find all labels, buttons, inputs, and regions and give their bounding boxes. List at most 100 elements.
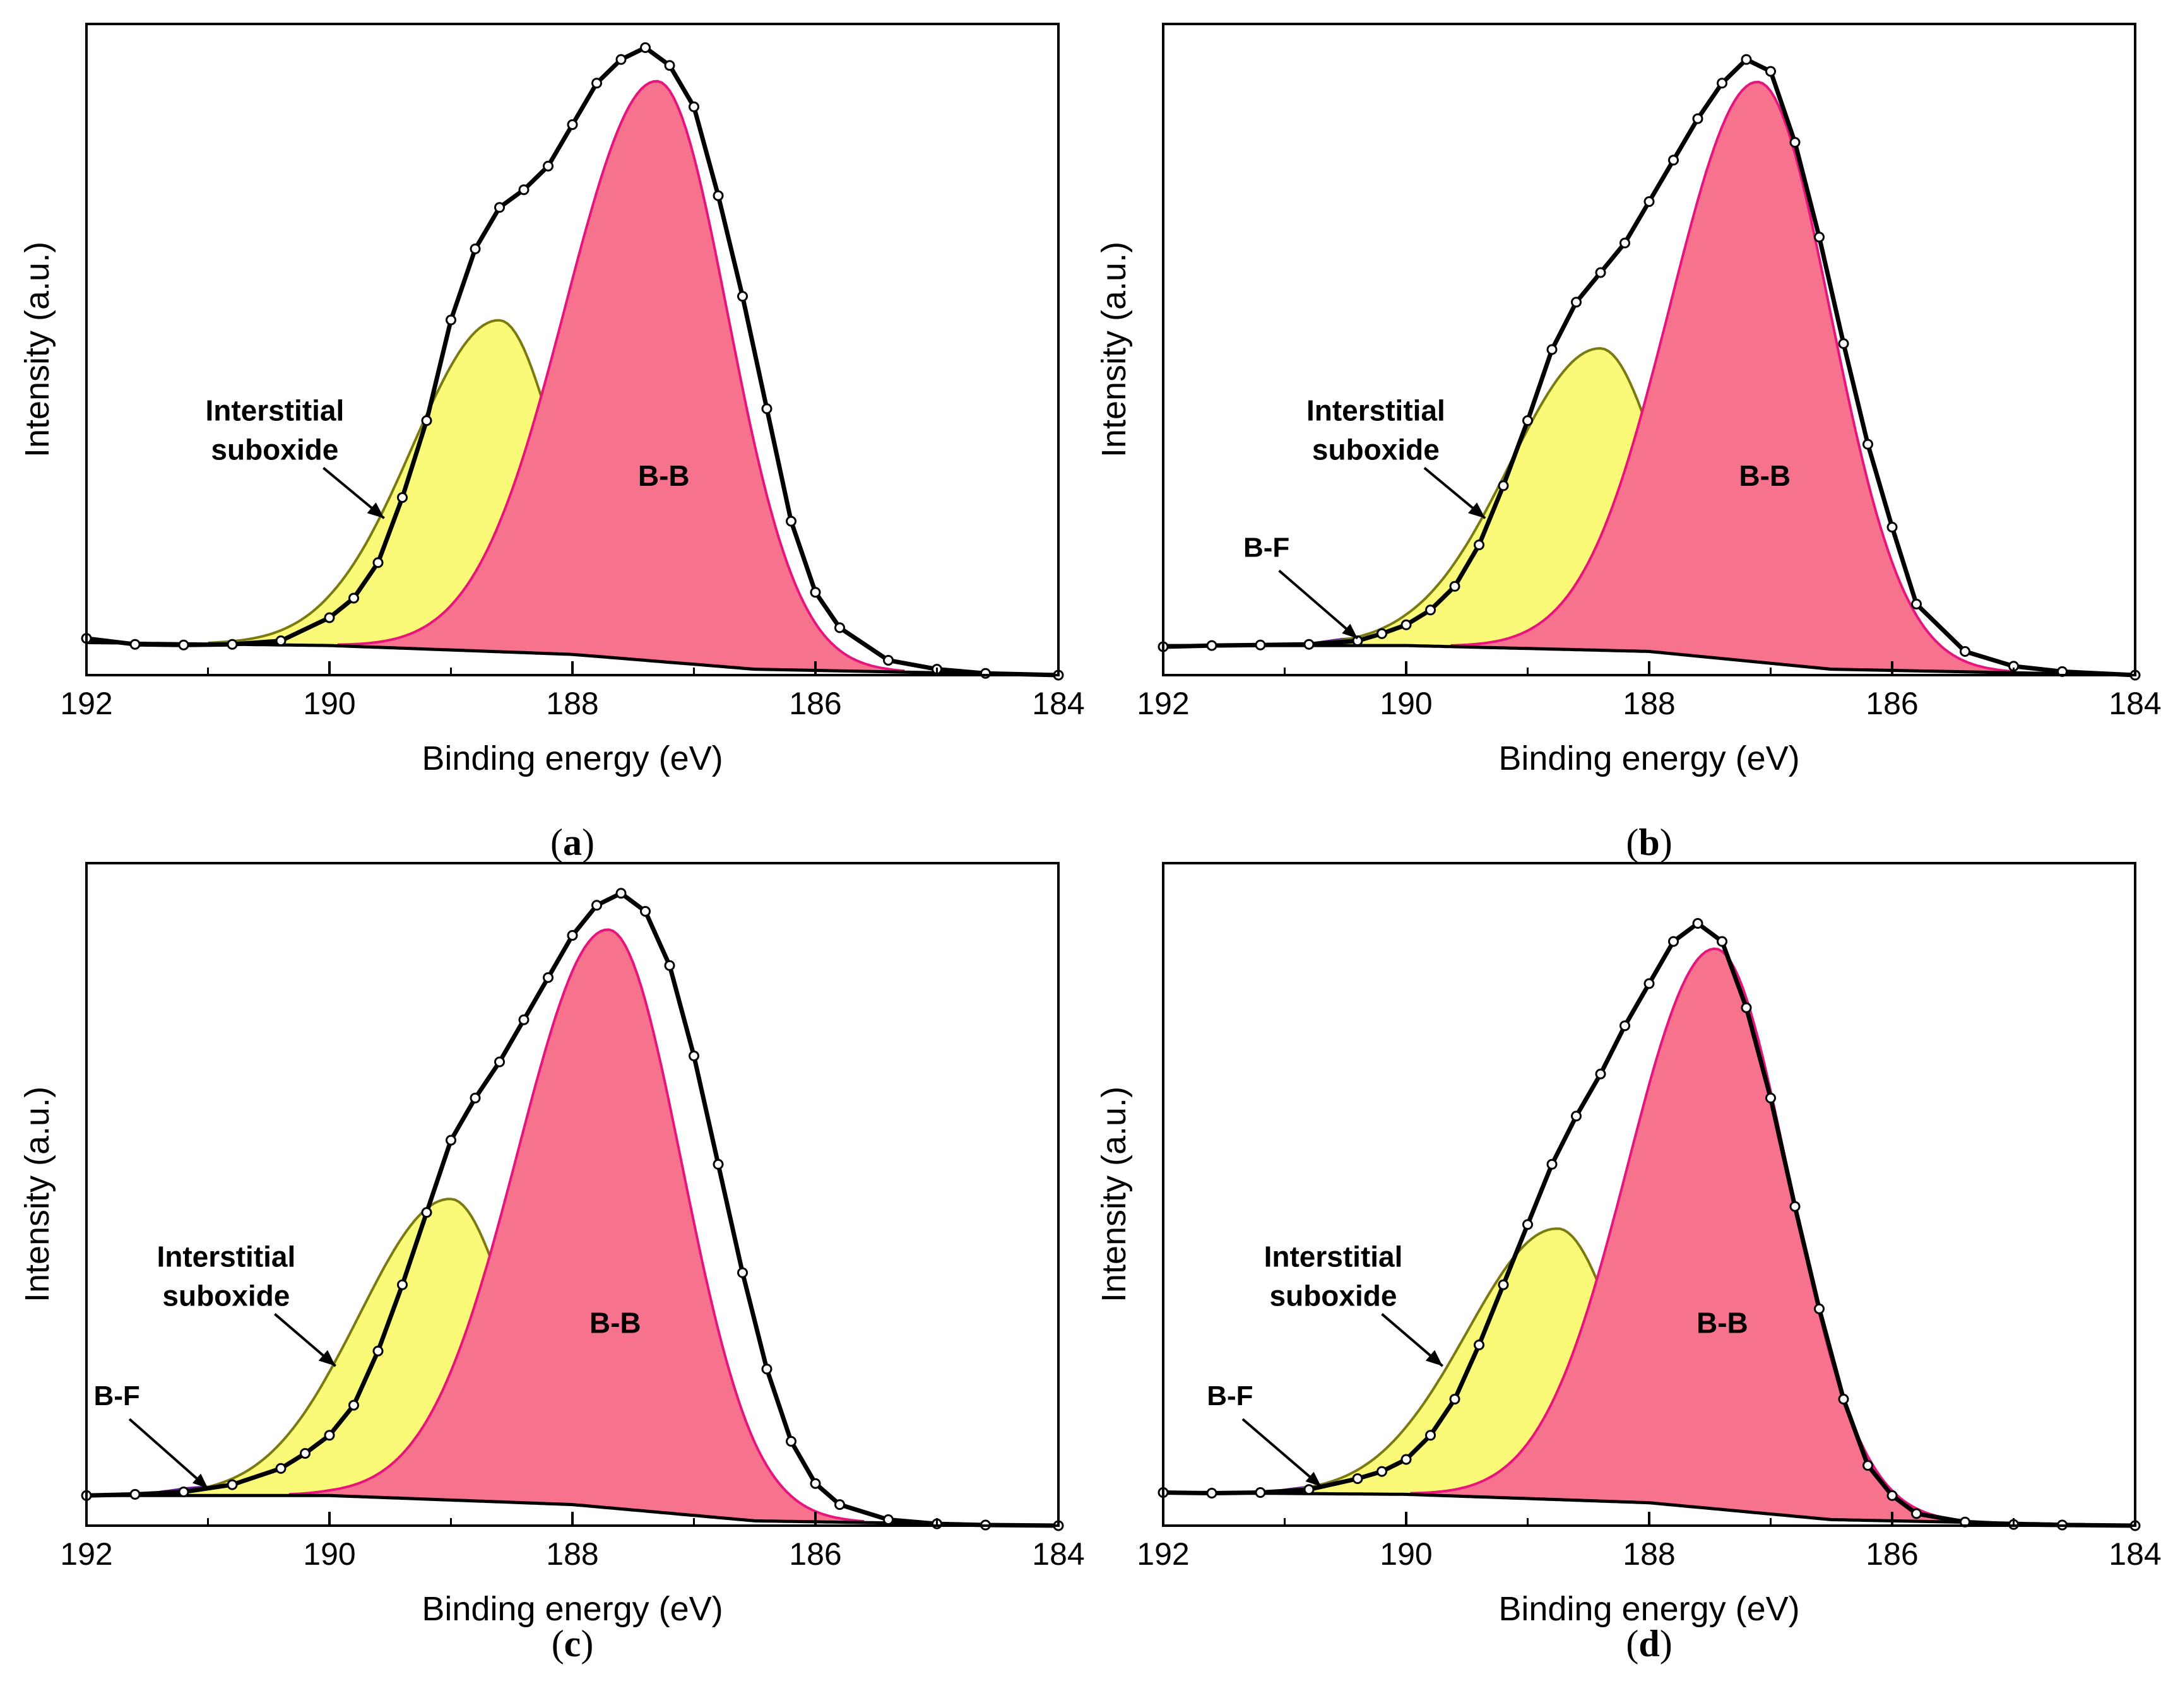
data-point: [834, 622, 845, 633]
x-tick-label: 184: [1032, 1536, 1084, 1572]
data-point: [1352, 1473, 1363, 1484]
x-tick-label: 190: [1380, 686, 1432, 721]
x-tick-label: 188: [546, 1536, 598, 1572]
data-point: [1425, 604, 1436, 616]
suboxide-annotation: Interstitial: [1306, 394, 1445, 427]
data-point: [1692, 918, 1703, 929]
data-point: [1255, 639, 1266, 651]
data-point: [883, 1514, 894, 1525]
data-point: [1789, 1201, 1801, 1212]
data-point: [446, 314, 456, 326]
data-point: [1765, 66, 1776, 77]
data-point: [810, 587, 821, 598]
bb-peak-area: [337, 81, 905, 673]
data-point: [178, 639, 189, 651]
data-point: [397, 492, 408, 503]
data-point: [1960, 646, 1970, 657]
panel-caption: (a): [550, 822, 595, 863]
x-tick-label: 190: [1380, 1536, 1432, 1572]
data-point: [664, 60, 675, 71]
data-point: [786, 1435, 796, 1447]
panel-a: 192 190 188 186 184 Binding energy (eV) Intens…: [18, 23, 1085, 863]
data-point: [1571, 297, 1582, 308]
data-point: [324, 1430, 335, 1441]
data-point: [1449, 580, 1460, 592]
data-point: [1474, 539, 1484, 551]
suboxide-annotation: Interstitial: [157, 1240, 295, 1273]
bb-annotation: B-B: [1739, 459, 1791, 492]
bb-peak-line: [1410, 947, 1970, 1522]
data-point: [689, 1051, 699, 1061]
data-point: [1886, 1490, 1898, 1501]
data-point: [1546, 1158, 1558, 1170]
data-point: [980, 668, 991, 679]
data-point: [1498, 1279, 1509, 1290]
data-point: [1717, 936, 1727, 947]
data-point: [1522, 415, 1533, 427]
x-tick-label: 186: [1866, 686, 1918, 721]
data-point: [1741, 54, 1752, 65]
bb-peak-line: [288, 928, 865, 1523]
data-point: [1789, 137, 1801, 148]
data-point: [1400, 1454, 1412, 1465]
bb-annotation: B-B: [589, 1307, 641, 1340]
bf-arrow: [128, 1418, 209, 1490]
data-point: [543, 160, 554, 172]
data-point: [640, 42, 651, 53]
bf-arrow-head: [192, 1473, 208, 1488]
bb-peak-line: [337, 80, 905, 673]
data-point: [129, 639, 141, 650]
suboxide-arrow-head: [1468, 502, 1486, 519]
data-point: [1911, 1508, 1922, 1519]
data-point: [275, 635, 287, 647]
panel-caption: (b): [1626, 822, 1672, 863]
data-point: [761, 403, 773, 415]
data-point: [567, 119, 578, 130]
x-tick-label: 192: [60, 686, 112, 721]
data-point: [761, 1363, 773, 1375]
data-point: [713, 190, 724, 201]
bf-arrow-head: [1342, 623, 1358, 639]
data-point: [1692, 113, 1703, 124]
x-tick-label: 186: [789, 686, 841, 721]
data-point: [397, 1279, 408, 1290]
data-point: [1668, 155, 1679, 166]
data-point: [1595, 267, 1606, 278]
data-point: [348, 592, 359, 604]
x-tick-label: 192: [60, 1536, 112, 1572]
data-point: [1741, 1002, 1752, 1013]
data-point: [1255, 1487, 1266, 1498]
data-point: [1765, 1092, 1776, 1104]
bf-annotation: B-F: [1207, 1381, 1253, 1411]
data-point: [591, 900, 602, 911]
y-axis-label: Intensity (a.u.): [18, 1087, 56, 1302]
data-point: [883, 655, 894, 666]
data-point: [324, 612, 335, 623]
panel-d: 192 190 188 186 184 Binding energy (eV) Intens…: [1095, 862, 2162, 1664]
data-point: [518, 184, 530, 196]
data-point: [1814, 1303, 1825, 1314]
data-point: [348, 1399, 359, 1411]
data-point: [178, 1487, 189, 1497]
x-tick-label: 188: [1623, 1536, 1675, 1572]
data-point: [1425, 1430, 1436, 1441]
data-point: [129, 1488, 141, 1500]
data-point: [615, 54, 627, 65]
data-point: [1352, 635, 1363, 647]
data-point: [1206, 640, 1217, 651]
data-point: [810, 1478, 821, 1489]
data-point: [1911, 598, 1922, 610]
bf-annotation: B-F: [93, 1381, 139, 1411]
data-point: [446, 1134, 456, 1146]
x-axis-label: Binding energy (eV): [1498, 1590, 1799, 1628]
data-point: [1595, 1068, 1606, 1080]
bf-arrow: [1278, 569, 1359, 640]
data-point: [1619, 237, 1630, 249]
x-tick-label: 192: [1137, 686, 1189, 721]
suboxide-annotation: Interstitial: [205, 394, 344, 427]
data-point: [834, 1499, 845, 1511]
data-point: [1619, 1020, 1630, 1032]
data-point: [664, 960, 675, 971]
data-point: [1546, 344, 1558, 355]
